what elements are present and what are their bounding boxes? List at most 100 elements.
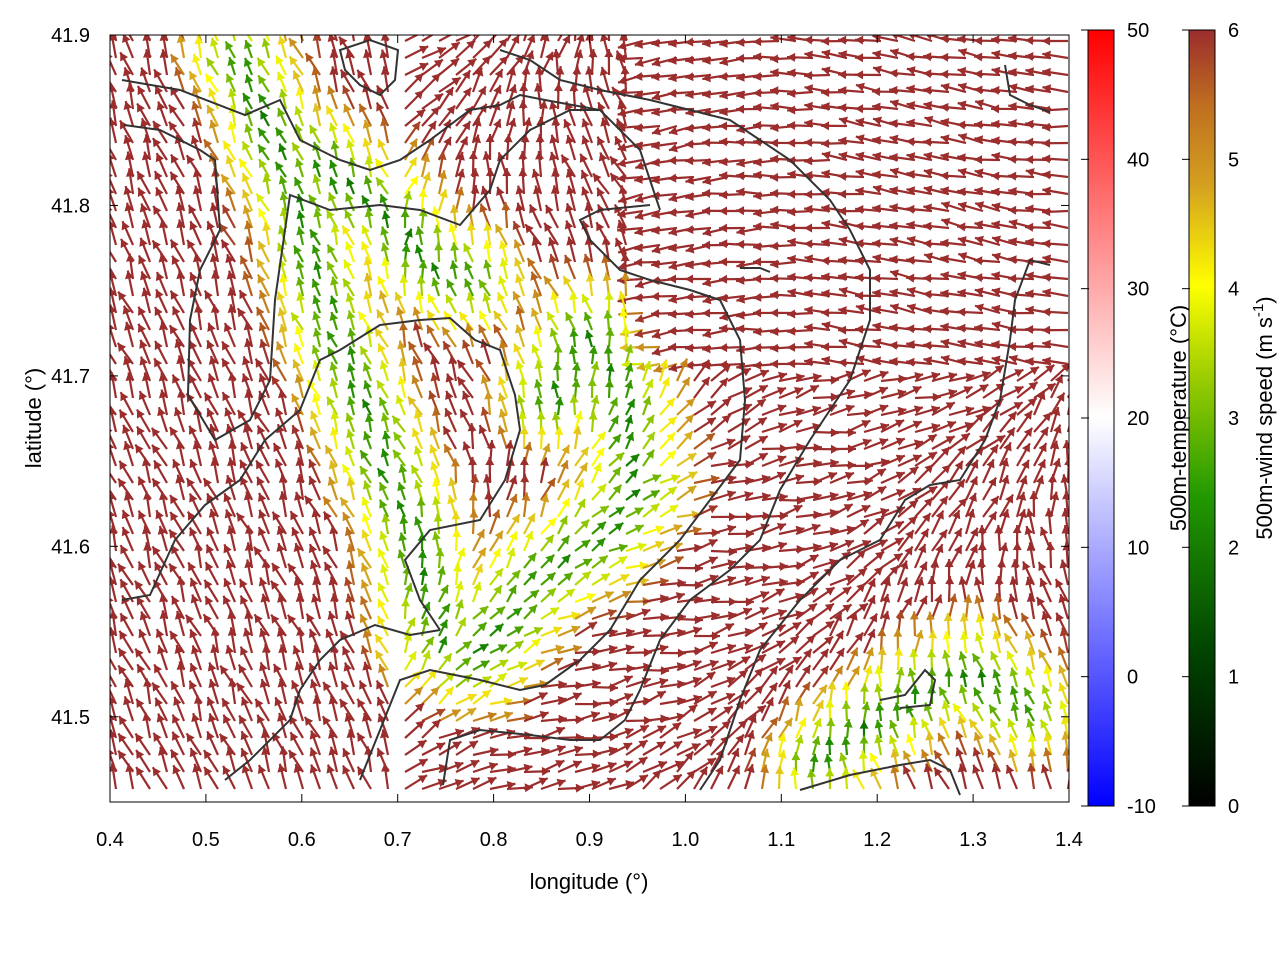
wind-arrow-head (364, 208, 374, 218)
wind-arrow-head (666, 432, 676, 442)
wind-arrow-head (172, 459, 181, 469)
wind-arrow-head (667, 486, 677, 496)
wind-arrow-head (588, 49, 598, 58)
wind-arrow-head (482, 39, 492, 49)
wind-arrow-head (498, 275, 507, 285)
wind-arrow-head (634, 106, 643, 116)
wind-arrow-head (838, 70, 847, 80)
wind-arrow-head (753, 170, 762, 180)
wind-arrow-head (736, 124, 746, 134)
wind-arrow-head (205, 73, 214, 84)
wind-arrow-head (240, 255, 249, 265)
wind-arrow-head (122, 424, 131, 434)
wind-arrow-head (691, 510, 701, 520)
wind-arrow-head (940, 69, 949, 79)
wind-arrow-head (274, 458, 284, 469)
wind-arrow-head (423, 342, 433, 353)
wind-arrow-head (404, 228, 413, 238)
wind-arrow-head (923, 273, 932, 283)
wind-arrow-head (294, 106, 303, 116)
wind-arrow-head (708, 505, 718, 514)
wind-arrow-head (634, 524, 644, 533)
wind-arrow-head (276, 627, 286, 637)
wind-arrow-head (891, 35, 899, 40)
wind-arrow-head (861, 539, 871, 549)
wind-arrow-head (991, 35, 1000, 45)
wind-arrow-head (779, 511, 788, 521)
wind-arrow-head (362, 480, 372, 490)
wind-arrow-head (974, 85, 983, 95)
wind-arrow-head (194, 542, 204, 551)
wind-arrow-head (795, 473, 804, 483)
wind-arrow-head (753, 52, 762, 62)
wind-arrow-head (844, 539, 854, 548)
wind-arrow-head (960, 433, 970, 442)
wind-arrow-head (974, 273, 983, 283)
wind-arrow-head (804, 223, 813, 233)
wind-arrow-head (903, 597, 912, 607)
wind-arrow-head (257, 527, 267, 537)
wind-arrow-head (540, 457, 549, 467)
wind-arrow-head (187, 511, 196, 521)
wind-arrow-head (612, 484, 622, 494)
wind-arrow-shaft (110, 472, 117, 484)
wind-arrow-head (186, 478, 195, 488)
wind-arrow-head (345, 293, 355, 303)
wind-arrow-head (467, 423, 477, 432)
wind-arrow-head (470, 168, 480, 177)
wind-arrow-head (804, 35, 813, 45)
wind-arrow-head (206, 527, 215, 537)
wind-arrow-head (580, 519, 590, 529)
wind-arrow-head (192, 440, 202, 450)
wind-arrow-head (821, 342, 830, 352)
wind-arrow-head (1008, 51, 1017, 61)
wind-arrow-head (596, 521, 606, 531)
wind-arrow-head (257, 425, 266, 435)
wind-arrow-head (1042, 154, 1051, 164)
wind-arrow-head (1013, 402, 1023, 411)
wind-arrow-head (258, 290, 268, 300)
wind-arrow-head (842, 586, 852, 596)
wind-arrow-head (1017, 491, 1027, 501)
wind-arrow-head (154, 69, 163, 79)
wind-arrow-head (239, 579, 248, 589)
wind-arrow-head (991, 220, 1001, 230)
wind-arrow-head (547, 237, 557, 247)
wind-arrow-head (651, 291, 660, 301)
wind-arrow-head (137, 85, 146, 96)
wind-arrow-head (549, 607, 559, 616)
wind-arrow-head (880, 507, 889, 517)
wind-arrow-head (889, 565, 899, 575)
wind-arrow-head (804, 239, 813, 249)
wind-arrow-head (381, 210, 391, 220)
wind-arrow-head (668, 156, 677, 166)
wind-arrow-head (753, 191, 762, 201)
wind-arrow-head (139, 339, 148, 349)
wind-arrow-head (586, 592, 596, 602)
wind-arrow-head (294, 325, 304, 335)
wind-arrow-head (457, 617, 466, 627)
wind-arrow-head (835, 630, 844, 640)
wind-arrow-head (977, 559, 987, 568)
wind-arrow-head (225, 560, 235, 569)
wind-arrow-head (825, 587, 835, 596)
wind-arrow-head (475, 359, 484, 369)
wind-arrow-head (787, 52, 796, 62)
wind-arrow-head (518, 376, 528, 386)
wind-arrow-head (551, 168, 561, 177)
wind-arrow-head (579, 462, 588, 472)
wind-arrow-head (566, 236, 576, 246)
wind-arrow-head (685, 156, 694, 166)
wind-arrow-head (209, 119, 218, 129)
wind-arrow-head (804, 305, 813, 315)
wind-arrow-head (804, 323, 813, 333)
wind-arrow-head (364, 413, 374, 423)
wind-arrow-head (571, 362, 581, 371)
wind-arrow-head (223, 493, 232, 503)
wind-arrow-head (508, 585, 517, 595)
wind-arrow-head (439, 619, 448, 629)
wind-arrow-head (192, 18, 201, 27)
wind-arrow-head (588, 345, 598, 355)
wind-arrow-head (549, 100, 558, 110)
wind-arrow-head (377, 582, 387, 592)
